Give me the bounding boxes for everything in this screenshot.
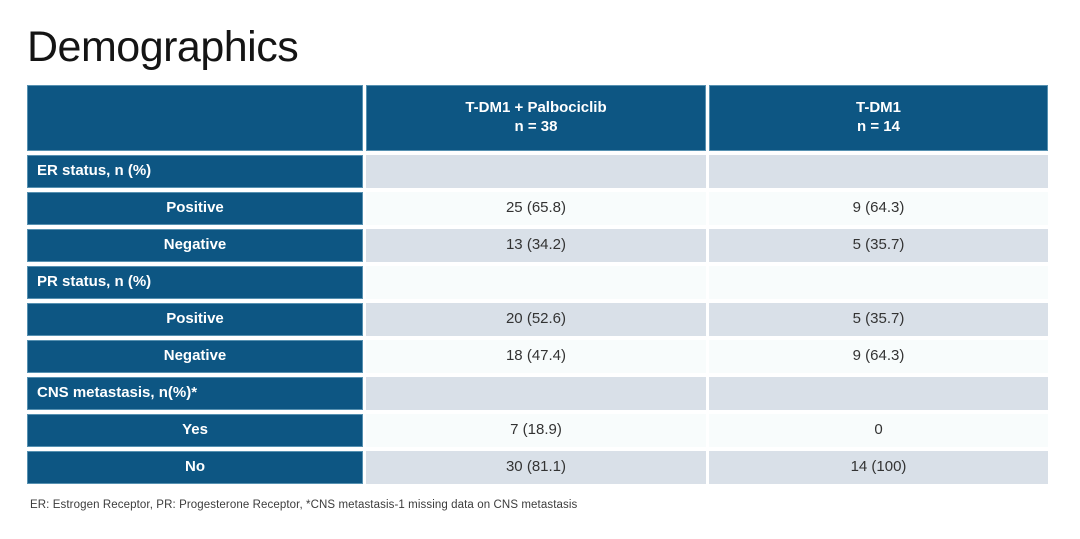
table-cell — [709, 266, 1048, 299]
table-cell — [709, 155, 1048, 188]
table-cell: 25 (65.8) — [366, 192, 706, 225]
table-cell — [709, 377, 1048, 410]
table-cell — [366, 377, 706, 410]
row-label-er-negative: Negative — [27, 229, 363, 262]
row-label-pr-status: PR status, n (%) — [27, 266, 363, 299]
table-corner-cell — [27, 85, 363, 151]
row-label-cns-metastasis: CNS metastasis, n(%)* — [27, 377, 363, 410]
row-label-cns-yes: Yes — [27, 414, 363, 447]
table-cell: 14 (100) — [709, 451, 1048, 484]
table-cell: 30 (81.1) — [366, 451, 706, 484]
row-label-pr-positive: Positive — [27, 303, 363, 336]
table-cell: 5 (35.7) — [709, 229, 1048, 262]
table-cell: 9 (64.3) — [709, 192, 1048, 225]
table-cell: 9 (64.3) — [709, 340, 1048, 373]
table-cell — [366, 155, 706, 188]
table-cell — [366, 266, 706, 299]
row-label-er-status: ER status, n (%) — [27, 155, 363, 188]
footnote: ER: Estrogen Receptor, PR: Progesterone … — [30, 499, 578, 511]
table-cell: 5 (35.7) — [709, 303, 1048, 336]
table-cell: 0 — [709, 414, 1048, 447]
column-title: T-DM1 — [856, 99, 901, 117]
table-cell: 7 (18.9) — [366, 414, 706, 447]
row-label-pr-negative: Negative — [27, 340, 363, 373]
column-header-tdm1: T-DM1 n = 14 — [709, 85, 1048, 151]
page-title: Demographics — [27, 23, 299, 71]
column-subtitle: n = 38 — [514, 118, 558, 135]
column-subtitle: n = 14 — [857, 118, 900, 135]
table-cell: 13 (34.2) — [366, 229, 706, 262]
column-header-tdm1-palbociclib: T-DM1 + Palbociclib n = 38 — [366, 85, 706, 151]
column-title: T-DM1 + Palbociclib — [465, 99, 607, 117]
table-cell: 20 (52.6) — [366, 303, 706, 336]
row-label-cns-no: No — [27, 451, 363, 484]
row-label-er-positive: Positive — [27, 192, 363, 225]
demographics-table: T-DM1 + Palbociclib n = 38 T-DM1 n = 14 … — [27, 85, 1048, 484]
table-cell: 18 (47.4) — [366, 340, 706, 373]
